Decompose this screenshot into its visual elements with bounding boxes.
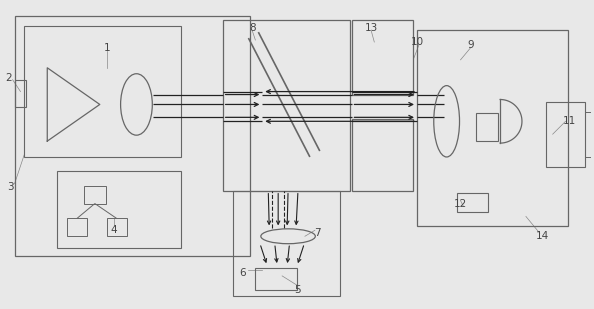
Bar: [67, 218, 87, 236]
Text: 6: 6: [239, 268, 246, 278]
Bar: [223, 20, 349, 191]
Bar: [24, 26, 181, 157]
Bar: [476, 113, 498, 141]
Bar: [57, 171, 181, 248]
Text: 12: 12: [454, 199, 467, 209]
Text: 7: 7: [314, 228, 321, 238]
Bar: [233, 191, 340, 296]
Bar: [255, 268, 297, 290]
Text: 11: 11: [563, 116, 576, 126]
Bar: [15, 80, 27, 108]
Bar: [585, 112, 592, 157]
Text: 5: 5: [295, 285, 301, 295]
Text: 13: 13: [365, 23, 378, 33]
Bar: [107, 218, 127, 236]
Text: 1: 1: [103, 43, 110, 53]
Text: 2: 2: [5, 73, 12, 83]
Bar: [457, 193, 488, 213]
Bar: [417, 30, 567, 226]
Bar: [352, 20, 413, 95]
Text: 8: 8: [249, 23, 256, 33]
Text: 3: 3: [7, 182, 14, 192]
Bar: [352, 119, 413, 191]
Bar: [546, 103, 585, 167]
Text: 10: 10: [410, 37, 424, 47]
Bar: [15, 16, 251, 256]
Bar: [84, 186, 106, 204]
Text: 4: 4: [110, 225, 117, 235]
Text: 14: 14: [536, 231, 549, 241]
Text: 9: 9: [467, 40, 474, 50]
